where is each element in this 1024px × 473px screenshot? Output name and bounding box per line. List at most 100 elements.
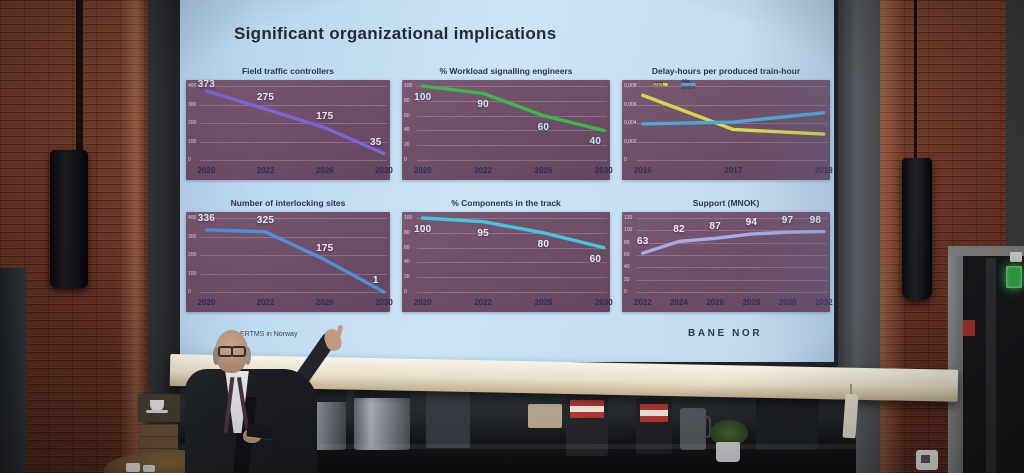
- fire-extinguisher-sign: [963, 320, 975, 336]
- presenter: [185, 324, 365, 473]
- gridline: [416, 86, 607, 87]
- speaker-right: [902, 158, 932, 300]
- y-axis-tick: 0: [188, 289, 191, 295]
- gridline: [636, 86, 827, 87]
- chart-title: Number of interlocking sites: [230, 198, 346, 208]
- x-axis-tick: 2026: [315, 166, 334, 176]
- x-axis-labels: 2016 2017 2018: [622, 163, 833, 180]
- gridline: [200, 218, 387, 219]
- plot-svg: [402, 80, 610, 180]
- y-axis-tick: 20: [404, 274, 410, 281]
- data-label: 98: [809, 214, 822, 226]
- x-axis-tick: 2020: [197, 298, 216, 308]
- y-axis-tick: 20: [624, 276, 630, 283]
- chart-plot: 0 20 40 60 80 100 100 95 80 60 2020 2022 2026 2030: [402, 212, 613, 312]
- presenter-hair: [245, 347, 251, 365]
- plot-svg: [402, 212, 610, 312]
- data-label: 87: [709, 221, 721, 233]
- chart-card-components-in-the-track: % Components in the track 0 20 40 60 80 100 100…: [402, 196, 613, 312]
- x-axis-tick: 2030: [594, 166, 613, 176]
- y-axis-tick: 100: [188, 138, 197, 145]
- banenor-logo: BANE NOR: [688, 328, 763, 339]
- y-axis-tick: 100: [624, 227, 633, 234]
- gridline: [636, 255, 827, 256]
- gridline: [416, 218, 607, 219]
- y-axis-tick: 60: [624, 252, 630, 258]
- coffee-machine: [426, 392, 470, 448]
- data-label: 35: [369, 136, 382, 148]
- presentation-slide: Significant organizational implications …: [180, 0, 834, 362]
- presenter-hair: [213, 347, 219, 365]
- legend-swatch: [681, 83, 697, 86]
- chart-plot: 0 100 200 300 400 336 325 175 1 2020 2022 2026 2030: [186, 212, 393, 312]
- y-axis-tick: 0: [624, 289, 627, 295]
- door-frame-top: [948, 246, 1024, 258]
- data-label: 80: [537, 238, 550, 250]
- y-axis-tick: 0: [188, 157, 191, 163]
- x-axis-tick: 2020: [413, 298, 432, 308]
- gridline: [416, 292, 607, 293]
- y-axis-tick: 80: [404, 229, 410, 236]
- door-inner-edge: [986, 258, 996, 473]
- data-label: 82: [673, 224, 685, 236]
- series-line: [643, 95, 824, 134]
- legend-label: Alle andre: [681, 78, 696, 91]
- y-axis-tick: 40: [404, 259, 410, 266]
- legend-item: Alle andre: [681, 79, 697, 91]
- y-axis-tick: 200: [188, 120, 197, 126]
- data-label: 94: [745, 217, 758, 229]
- speaker-cable: [914, 0, 917, 160]
- chart-card-field-traffic-controllers: Field traffic controllers 0 100 200 300 400 37…: [186, 64, 393, 180]
- gridline: [416, 115, 607, 117]
- sign-plate: [1010, 252, 1022, 262]
- chart-title: Support (MNOK): [692, 198, 760, 208]
- chart-plot: 0 0,002 0,004 0,006 0,008 ØØL Alle andre 2016 20…: [622, 79, 833, 180]
- x-axis-labels: 2020 2022 2026 2030: [186, 295, 393, 312]
- data-label: 40: [589, 136, 602, 148]
- gridline: [636, 160, 827, 161]
- y-axis-tick: 80: [624, 239, 630, 246]
- y-axis-tick: 100: [404, 215, 413, 221]
- chart-title: % Workload signalling engineers: [439, 66, 573, 76]
- y-axis-tick: 60: [404, 112, 410, 119]
- data-label: 90: [477, 99, 489, 111]
- plot-svg: [622, 212, 830, 312]
- plot-svg: [186, 80, 390, 180]
- y-axis-tick: 40: [624, 264, 630, 271]
- coffee-cup: [126, 463, 140, 472]
- gridline: [416, 277, 607, 279]
- gridline: [636, 292, 827, 293]
- y-axis-tick: 0,002: [624, 138, 637, 145]
- data-label: 100: [414, 92, 432, 103]
- charts-grid: Field traffic controllers 0 100 200 300 400 37…: [186, 64, 833, 312]
- exit-sign: [1006, 266, 1022, 288]
- gridline: [416, 262, 607, 264]
- x-axis-tick: 2030: [374, 298, 393, 308]
- chart-plot: 0 20 40 60 80 100 120 63 82 87 94 97 98 2022 2024 2026 2…: [622, 212, 833, 312]
- chart-title: Delay-hours per produced train-hour: [651, 66, 801, 76]
- x-axis-tick: 2024: [670, 298, 688, 308]
- x-axis-tick: 2026: [534, 298, 553, 308]
- chart-card-workload-signalling-engineers: % Workload signalling engineers 0 20 40 60 80…: [402, 64, 613, 180]
- y-axis-tick: 120: [624, 215, 633, 221]
- gridline: [636, 141, 827, 143]
- gridline: [416, 130, 607, 132]
- y-axis-tick: 0: [624, 157, 627, 163]
- x-axis-tick: 2022: [474, 298, 493, 308]
- gridline: [416, 247, 607, 249]
- gridline: [636, 104, 827, 106]
- series-line: [423, 218, 604, 248]
- y-axis-tick: 100: [404, 83, 413, 89]
- x-axis-tick: 2020: [197, 166, 216, 176]
- chart-legend: ØØL Alle andre: [653, 79, 697, 91]
- data-label: 175: [316, 110, 334, 122]
- gridline: [200, 292, 387, 293]
- chart-plot: 0 100 200 300 400 373 275 175 35 2020 2022 2026 2030: [186, 79, 393, 180]
- thermos-label: [570, 400, 604, 418]
- presenter-jacket: [185, 369, 317, 473]
- chart-card-delay-hours-per-produced-train-hour: Delay-hours per produced train-hour 0 0,00…: [622, 64, 833, 180]
- legend-label: ØØL: [653, 81, 665, 88]
- gridline: [200, 86, 387, 87]
- y-axis-tick: 100: [188, 270, 197, 277]
- series-line: [423, 86, 604, 130]
